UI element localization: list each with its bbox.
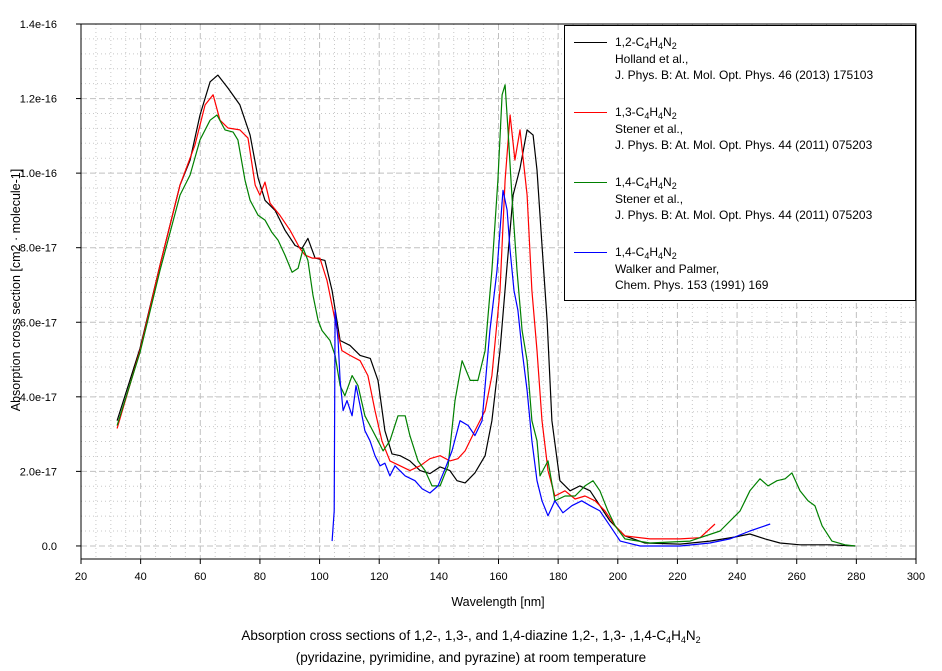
series-line-2 [116, 94, 716, 540]
x-tick-label: 180 [549, 571, 567, 583]
legend-text: 1,3-C4H4N2 Stener et al., J. Phys. B: At. … [615, 104, 872, 154]
y-axis-ticks: 0.0 2.0e-17 4.0e-17 6.0e-17 8.0e-17 1.0e-16 1.… [20, 19, 81, 553]
legend-text: 1,4-C4H4N2 Stener et al., J. Phys. B: At. … [615, 174, 872, 224]
legend-reference: Chem. Phys. 153 (1991) 169 [615, 278, 769, 292]
legend-series-name: 1,4-C4H4N2 [615, 175, 677, 191]
x-tick-label: 120 [370, 571, 388, 583]
legend-swatch [574, 112, 607, 113]
y-tick-label: 1.4e-16 [20, 19, 57, 31]
legend-text: 1,2-C4H4N2 Holland et al., J. Phys. B: At.… [615, 34, 873, 84]
x-axis-ticks: 20 40 60 80 100 120 140 160 180 200 220 240 260 280 30… [75, 559, 925, 583]
x-tick-label: 160 [489, 571, 507, 583]
legend: 1,2-C4H4N2 Holland et al., J. Phys. B: At.… [564, 25, 916, 301]
y-tick-label: 1.0e-16 [20, 168, 57, 180]
y-tick-label: 4.0e-17 [20, 392, 57, 404]
legend-series-name: 1,2-C4H4N2 [615, 35, 677, 51]
legend-text: 1,4-C4H4N2 Walker and Palmer, Chem. Phys. … [615, 244, 768, 294]
x-tick-label: 220 [668, 571, 686, 583]
legend-swatch [574, 42, 607, 43]
y-tick-label: 8.0e-17 [20, 243, 57, 255]
x-tick-label: 100 [310, 571, 328, 583]
legend-swatch [574, 182, 607, 183]
caption-line-1: Absorption cross sections of 1,2-, 1,3-,… [241, 628, 701, 645]
legend-swatch [574, 252, 607, 253]
x-tick-label: 40 [135, 571, 147, 583]
legend-series-name: 1,4-C4H4N2 [615, 245, 677, 261]
x-tick-label: 300 [907, 571, 925, 583]
series-lines [116, 74, 856, 547]
x-tick-label: 260 [788, 571, 806, 583]
x-tick-label: 80 [254, 571, 266, 583]
y-axis-title: Absorption cross section [cm2 · molecule… [9, 169, 23, 411]
y-tick-label: 0.0 [42, 541, 57, 553]
series-line-3 [116, 84, 856, 547]
legend-reference: Stener et al., [615, 121, 684, 136]
y-tick-label: 1.2e-16 [20, 94, 57, 106]
x-tick-label: 140 [430, 571, 448, 583]
y-tick-label: 6.0e-17 [20, 317, 57, 329]
legend-reference: J. Phys. B: At. Mol. Opt. Phys. 44 (2011… [615, 138, 873, 152]
legend-reference: J. Phys. B: At. Mol. Opt. Phys. 46 (2013… [615, 68, 874, 82]
caption-line-2: (pyridazine, pyrimidine, and pyrazine) a… [295, 650, 647, 665]
x-tick-label: 280 [847, 571, 865, 583]
x-tick-label: 60 [194, 571, 206, 583]
legend-reference: J. Phys. B: At. Mol. Opt. Phys. 44 (2011… [615, 208, 873, 222]
legend-reference: Stener et al., [615, 191, 684, 206]
y-tick-label: 2.0e-17 [20, 466, 57, 478]
x-axis-title: Wavelength [nm] [451, 595, 544, 609]
series-line-4 [331, 189, 771, 547]
legend-reference: Holland et al., [615, 51, 689, 66]
legend-series-name: 1,3-C4H4N2 [615, 105, 677, 121]
x-tick-label: 200 [609, 571, 627, 583]
x-tick-label: 240 [728, 571, 746, 583]
x-tick-label: 20 [75, 571, 87, 583]
legend-reference: Walker and Palmer, [615, 261, 720, 276]
